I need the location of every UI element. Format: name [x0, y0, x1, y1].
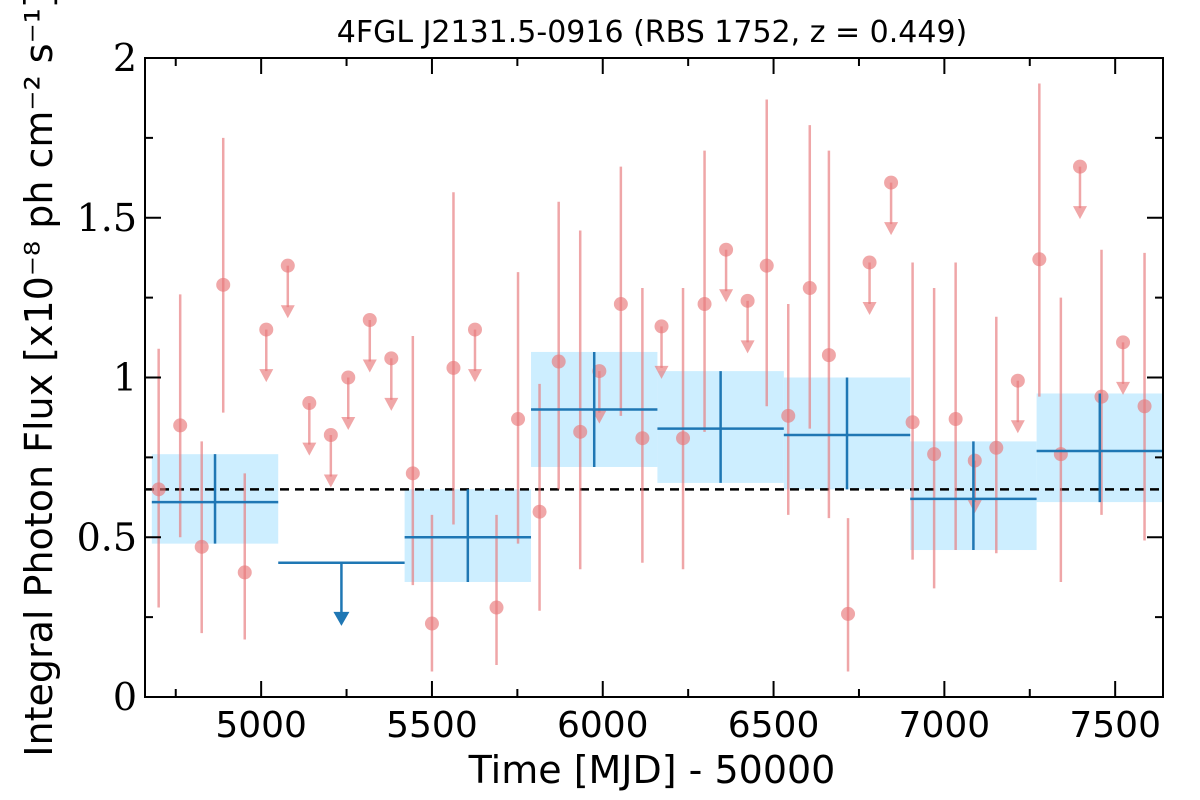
short-bin-point — [194, 539, 209, 554]
short-bin-point — [592, 364, 607, 379]
y-tick-label: 1 — [113, 356, 137, 400]
x-tick-label: 6000 — [557, 705, 649, 746]
x-tick-label: 7500 — [1069, 705, 1161, 746]
short-bin-point — [511, 412, 526, 427]
y-axis-label: Integral Photon Flux [x10⁻⁸ ph cm⁻² s⁻¹] — [17, 0, 61, 757]
short-bin-point — [1072, 159, 1087, 174]
short-bin-upper-limit-arrow — [654, 365, 669, 379]
short-bin-point — [323, 428, 338, 443]
short-bin-point — [841, 606, 856, 621]
short-bin-upper-limit-arrow — [467, 369, 482, 383]
tick-labels: 5000 5500 6000 6500 7000 7500 0 0.5 1 1.5 2 — [77, 36, 1161, 746]
chart-title: 4FGL J2131.5-0916 (RBS 1752, z = 0.449) — [337, 15, 968, 50]
short-bin-point — [532, 504, 547, 519]
short-bin-point — [151, 482, 166, 497]
y-tick-label: 1.5 — [77, 196, 137, 240]
short-bin-point — [719, 242, 734, 257]
short-bin-point — [948, 412, 963, 427]
long-bin-upper-limit-arrow — [333, 611, 350, 626]
short-bin-point — [781, 408, 796, 423]
x-tick-label: 5000 — [215, 705, 307, 746]
short-bin-points — [151, 83, 1152, 672]
short-bin-point — [802, 281, 817, 296]
short-bin-point — [927, 447, 942, 462]
short-bin-point — [905, 415, 920, 430]
short-bin-point — [551, 354, 566, 369]
short-bin-upper-limit-arrow — [740, 340, 755, 354]
short-bin-point — [302, 396, 317, 411]
long-bin-points — [151, 351, 1163, 626]
short-bin-point — [1116, 335, 1131, 350]
short-bin-upper-limit-arrow — [362, 359, 377, 373]
x-tick-label: 7000 — [899, 705, 991, 746]
x-axis-label: Time [MJD] - 50000 — [468, 748, 836, 792]
y-tick-label: 0 — [113, 675, 137, 719]
short-bin-point — [635, 431, 650, 446]
short-bin-point — [573, 424, 588, 439]
y-tick-label: 2 — [113, 36, 137, 80]
short-bin-point — [405, 466, 420, 481]
short-bin-upper-limit-arrow — [862, 302, 877, 316]
short-bin-point — [1010, 373, 1025, 388]
short-bin-upper-limit-arrow — [592, 410, 607, 424]
short-bin-point — [740, 293, 755, 308]
short-bin-point — [341, 370, 356, 385]
short-bin-point — [237, 565, 252, 580]
short-bin-point — [989, 440, 1004, 455]
short-bin-upper-limit-arrow — [280, 305, 295, 319]
y-tick-label: 0.5 — [77, 515, 137, 559]
short-bin-point — [259, 322, 274, 337]
short-bin-point — [489, 600, 504, 615]
short-bin-point — [884, 175, 899, 190]
short-bin-point — [173, 418, 188, 433]
short-bin-point — [967, 453, 982, 468]
short-bin-point — [446, 360, 461, 375]
short-bin-point — [1032, 252, 1047, 267]
short-bin-upper-limit-arrow — [341, 417, 356, 431]
short-bin-upper-limit-arrow — [719, 289, 734, 303]
x-tick-label: 5500 — [386, 705, 478, 746]
short-bin-upper-limit-arrow — [884, 222, 899, 236]
long-bin-bands — [151, 351, 1163, 582]
short-bin-upper-limit-arrow — [1116, 381, 1131, 395]
short-bin-upper-limit-arrow — [302, 442, 317, 456]
short-bin-point — [362, 312, 377, 327]
short-bin-point — [1094, 389, 1109, 404]
short-bin-point — [1053, 447, 1068, 462]
short-bin-upper-limit-arrow — [1072, 206, 1087, 220]
short-bin-point — [424, 616, 439, 631]
short-bin-point — [280, 258, 295, 273]
short-bin-point — [654, 319, 669, 334]
short-bin-upper-limit-arrow — [384, 397, 399, 411]
short-bin-point — [467, 322, 482, 337]
short-bin-upper-limit-arrow — [259, 369, 274, 383]
short-bin-upper-limit-arrow — [967, 500, 982, 514]
short-bin-point — [759, 258, 774, 273]
short-bin-point — [384, 351, 399, 366]
short-bin-point — [697, 297, 712, 312]
short-bin-upper-limit-arrow — [323, 474, 338, 488]
short-bin-point — [216, 277, 231, 292]
tick-marks — [145, 57, 1163, 698]
short-bin-point — [676, 431, 691, 446]
short-bin-point — [1137, 399, 1152, 414]
short-bin-upper-limit-arrow — [1010, 420, 1025, 434]
short-bin-point — [821, 348, 836, 363]
short-bin-point — [862, 255, 877, 270]
x-tick-label: 6500 — [728, 705, 820, 746]
short-bin-point — [613, 297, 628, 312]
